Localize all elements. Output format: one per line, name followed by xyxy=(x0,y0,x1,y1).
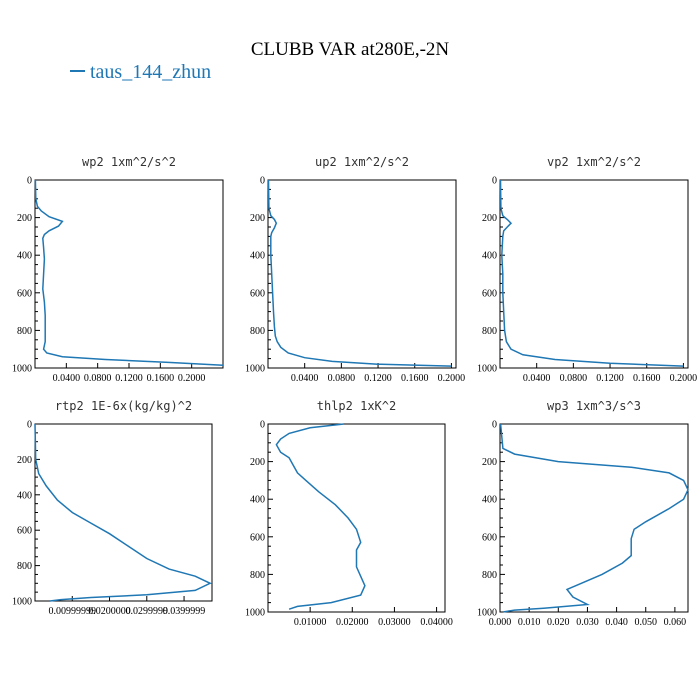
panel-title: rtp2 1E-6x(kg/kg)^2 xyxy=(55,399,192,413)
x-tick-label: 0.1200 xyxy=(115,373,143,384)
x-tick-label: 0.040 xyxy=(605,617,628,628)
x-tick-label: 0.0800 xyxy=(560,373,588,384)
plot-frame xyxy=(267,423,446,613)
x-tick-label: 0.0400 xyxy=(523,373,551,384)
panel-5: thlp2 1xK^2 0 200 400 600 800 1000 0.01000 0.020… xyxy=(245,399,453,628)
panel-3: vp2 1xm^2/s^2 0 200 400 600 800 1000 0.0400 0.08… xyxy=(477,155,697,384)
y-tick-label: 600 xyxy=(482,288,497,299)
y-tick-label: 200 xyxy=(482,457,497,468)
x-tick-label: 0.0800 xyxy=(328,373,356,384)
y-tick-label: 400 xyxy=(250,251,265,262)
x-tick-label: 0.2000 xyxy=(178,373,206,384)
series-line xyxy=(34,423,212,602)
y-tick-label: 1000 xyxy=(12,597,32,608)
y-tick-label: 1000 xyxy=(245,608,265,619)
y-tick-label: 600 xyxy=(17,288,32,299)
panel-title: wp2 1xm^2/s^2 xyxy=(82,155,176,169)
series-line xyxy=(34,179,224,366)
y-tick-label: 200 xyxy=(17,213,32,224)
series-line xyxy=(499,179,684,367)
x-tick-label: 0.1600 xyxy=(401,373,429,384)
x-tick-label: 0.0400 xyxy=(53,373,81,384)
y-tick-label: 600 xyxy=(250,532,265,543)
plot-frame xyxy=(34,423,213,602)
x-tick-label: 0.1200 xyxy=(364,373,392,384)
y-tick-label: 600 xyxy=(482,532,497,543)
x-tick-label: 0.0800 xyxy=(84,373,112,384)
x-tick-label: 0.060 xyxy=(664,617,687,628)
x-tick-label: 0.050 xyxy=(634,617,657,628)
plot-frame xyxy=(499,423,689,613)
x-tick-label: 0.000 xyxy=(489,617,512,628)
x-tick-label: 0.010 xyxy=(518,617,541,628)
x-tick-label: 0.2000 xyxy=(438,373,466,384)
legend-label: taus_144_zhun xyxy=(90,61,211,83)
y-tick-label: 400 xyxy=(250,495,265,506)
y-tick-label: 400 xyxy=(482,495,497,506)
x-tick-label: 0.00999999 xyxy=(49,606,97,617)
y-tick-label: 1000 xyxy=(477,364,497,375)
y-tick-label: 800 xyxy=(482,326,497,337)
panel-title: wp3 1xm^3/s^3 xyxy=(547,399,641,413)
y-tick-label: 200 xyxy=(17,455,32,466)
x-tick-label: 0.01000 xyxy=(294,617,327,628)
panel-title: up2 1xm^2/s^2 xyxy=(315,155,409,169)
panel-title: vp2 1xm^2/s^2 xyxy=(547,155,641,169)
y-tick-label: 800 xyxy=(250,570,265,581)
legend: taus_144_zhun xyxy=(70,61,211,83)
x-tick-label: 0.0400 xyxy=(291,373,319,384)
x-tick-label: 0.2000 xyxy=(670,373,698,384)
plot-frame xyxy=(499,179,689,369)
panel-title: thlp2 1xK^2 xyxy=(317,399,396,413)
y-tick-label: 600 xyxy=(17,526,32,537)
y-tick-label: 400 xyxy=(17,490,32,501)
y-tick-label: 0 xyxy=(27,420,32,431)
y-tick-label: 800 xyxy=(482,570,497,581)
x-tick-label: 0.030 xyxy=(576,617,599,628)
y-tick-label: 400 xyxy=(17,251,32,262)
panel-2: up2 1xm^2/s^2 0 200 400 600 800 1000 0.0400 0.08… xyxy=(245,155,465,384)
panel-4: rtp2 1E-6x(kg/kg)^2 0 200 400 600 800 1000 0.00… xyxy=(12,399,213,617)
x-tick-label: 0.02000 xyxy=(336,617,369,628)
x-tick-label: 0.0200000 xyxy=(88,606,131,617)
y-tick-label: 1000 xyxy=(477,608,497,619)
plot-frame xyxy=(34,179,224,369)
x-tick-label: 0.03000 xyxy=(378,617,411,628)
panel-1: wp2 1xm^2/s^2 0 200 400 600 800 1000 0.0400 0.08… xyxy=(12,155,224,384)
y-tick-label: 1000 xyxy=(12,364,32,375)
plot-frame xyxy=(267,179,457,369)
x-tick-label: 0.1200 xyxy=(596,373,624,384)
y-tick-label: 800 xyxy=(17,561,32,572)
series-line xyxy=(267,179,452,367)
series-line xyxy=(499,423,689,613)
y-tick-label: 200 xyxy=(250,457,265,468)
y-tick-label: 800 xyxy=(250,326,265,337)
y-tick-label: 0 xyxy=(492,176,497,187)
x-tick-label: 0.020 xyxy=(547,617,570,628)
y-tick-label: 600 xyxy=(250,288,265,299)
y-tick-label: 200 xyxy=(482,213,497,224)
y-tick-label: 0 xyxy=(260,176,265,187)
x-tick-label: 0.04000 xyxy=(420,617,453,628)
y-tick-label: 400 xyxy=(482,251,497,262)
x-tick-label: 0.1600 xyxy=(633,373,661,384)
y-tick-label: 200 xyxy=(250,213,265,224)
x-tick-label: 0.0299999 xyxy=(126,606,169,617)
x-tick-label: 0.0399999 xyxy=(163,606,206,617)
x-tick-label: 0.1600 xyxy=(147,373,175,384)
y-tick-label: 0 xyxy=(492,420,497,431)
figure-title: CLUBB VAR at280E,-2N xyxy=(251,39,450,60)
y-tick-label: 1000 xyxy=(245,364,265,375)
y-tick-label: 800 xyxy=(17,326,32,337)
y-tick-label: 0 xyxy=(260,420,265,431)
y-tick-label: 0 xyxy=(27,176,32,187)
series-line xyxy=(275,423,366,610)
